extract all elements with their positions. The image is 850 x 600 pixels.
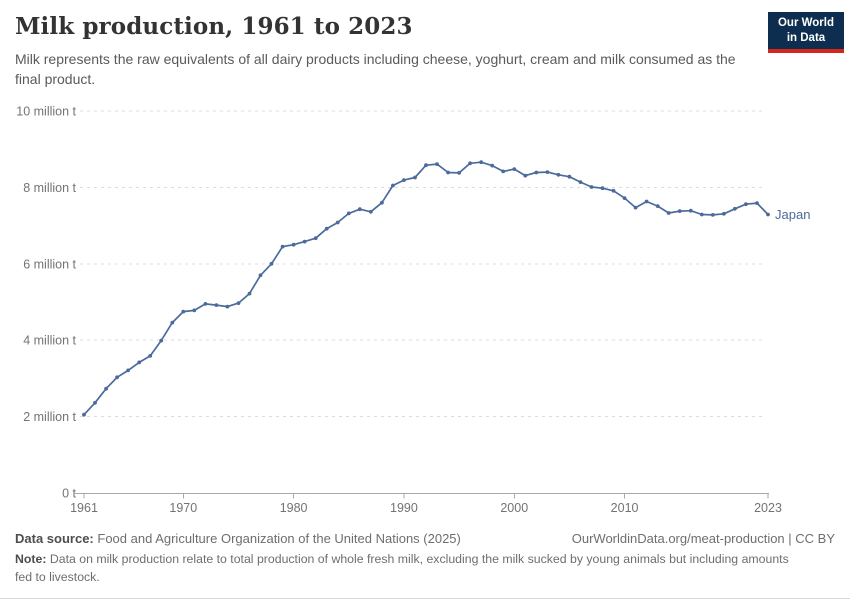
data-point-1971[interactable] [192,308,197,313]
data-point-2011[interactable] [633,205,638,210]
data-point-1965[interactable] [126,368,130,373]
data-point-1970[interactable] [181,309,186,314]
data-point-1985[interactable] [346,211,351,216]
y-axis-label-6: 6 million t [23,257,76,271]
data-point-1969[interactable] [170,320,175,325]
y-axis-label-4: 4 million t [23,334,76,348]
footer-source-row: Data source: Food and Agriculture Organi… [15,531,835,546]
data-point-1994[interactable] [446,170,450,175]
data-point-1996[interactable] [468,161,472,166]
data-point-2007[interactable] [589,185,594,189]
y-axis-label-0: 0 t [62,487,76,501]
data-point-1977[interactable] [258,273,263,278]
x-axis-label-1990: 1990 [390,501,418,515]
data-point-2005[interactable] [567,174,572,179]
footer-note: Note: Data on milk production relate to … [15,551,803,587]
note-text: Data on milk production relate to total … [15,552,789,584]
data-point-1968[interactable] [159,338,164,343]
data-point-2004[interactable] [556,172,561,177]
data-point-1992[interactable] [424,163,428,168]
data-point-2006[interactable] [578,180,583,185]
data-point-1962[interactable] [93,400,97,405]
data-point-1984[interactable] [335,220,340,225]
data-point-2008[interactable] [600,186,605,191]
data-point-1998[interactable] [490,163,495,168]
data-point-2014[interactable] [666,211,671,215]
data-point-1978[interactable] [269,261,274,266]
data-point-1993[interactable] [435,162,439,167]
owid-cc-by-link[interactable]: OurWorldinData.org/meat-production | CC … [571,531,835,546]
owid-logo[interactable]: Our World in Data [768,12,844,53]
data-point-1991[interactable] [413,175,417,180]
data-point-2017[interactable] [699,212,704,217]
data-source-line: Data source: Food and Agriculture Organi… [15,531,461,546]
data-point-1967[interactable] [148,354,153,358]
data-point-1976[interactable] [247,291,252,296]
data-source-text: Food and Agriculture Organization of the… [97,531,461,546]
data-point-2015[interactable] [677,209,682,214]
data-point-2003[interactable] [545,170,550,175]
data-point-1988[interactable] [380,200,384,205]
data-point-1983[interactable] [324,226,329,231]
data-point-1964[interactable] [115,375,119,380]
y-axis-label-10: 10 million t [16,105,76,119]
data-point-2016[interactable] [688,208,693,213]
data-point-1981[interactable] [302,239,307,244]
data-line-japan[interactable] [83,161,769,416]
data-point-1975[interactable] [236,301,241,305]
page-title: Milk production, 1961 to 2023 [15,13,413,40]
x-axis-label-2023: 2023 [754,501,782,515]
data-point-1982[interactable] [313,236,318,241]
data-point-2019[interactable] [722,211,726,216]
data-point-2020[interactable] [733,206,737,211]
data-point-1997[interactable] [479,160,484,165]
data-point-2013[interactable] [655,204,660,209]
data-point-1999[interactable] [501,169,506,174]
data-point-1980[interactable] [291,242,296,247]
y-axis-label-2: 2 million t [23,410,76,424]
data-point-2009[interactable] [611,188,616,193]
data-point-1974[interactable] [225,304,230,309]
y-axis-label-8: 8 million t [23,181,76,195]
owid-logo-text: Our World in Data [768,12,844,49]
data-point-1966[interactable] [137,360,142,365]
data-point-2022[interactable] [755,201,759,206]
data-point-2012[interactable] [644,199,649,204]
data-source-label: Data source: [15,531,94,546]
owid-logo-line1: Our World [777,17,834,29]
data-point-1990[interactable] [402,178,406,183]
chart-subtitle: Milk represents the raw equivalents of a… [15,51,736,87]
data-point-1995[interactable] [457,171,461,175]
x-axis-label-1980: 1980 [280,501,308,515]
data-point-2010[interactable] [622,196,627,201]
x-axis-label-2000: 2000 [500,501,528,515]
data-point-2002[interactable] [534,170,539,175]
data-point-1973[interactable] [214,303,219,307]
owid-logo-line2: in Data [786,31,826,44]
x-axis-label-1961: 1961 [70,501,98,515]
data-point-2000[interactable] [512,167,517,172]
line-chart[interactable]: 0 t 2 million t 4 million t 6 million t 8 mi… [0,0,850,528]
bottom-divider [0,598,850,599]
data-point-1961[interactable] [82,412,86,417]
data-point-1963[interactable] [104,386,108,391]
owid-logo-red-bar [768,48,844,53]
data-point-1987[interactable] [368,209,373,214]
x-axis-label-1970: 1970 [169,501,197,515]
series-label-japan: Japan [775,207,810,222]
data-point-2001[interactable] [523,173,528,178]
x-axis-label-2010: 2010 [611,501,639,515]
data-point-2021[interactable] [744,202,748,207]
data-point-1972[interactable] [203,302,208,306]
note-label: Note: [15,552,47,566]
data-point-1986[interactable] [357,207,362,212]
data-point-2023[interactable] [766,212,770,217]
data-point-2018[interactable] [710,213,715,217]
data-point-1989[interactable] [391,183,395,188]
data-point-1979[interactable] [280,244,285,249]
